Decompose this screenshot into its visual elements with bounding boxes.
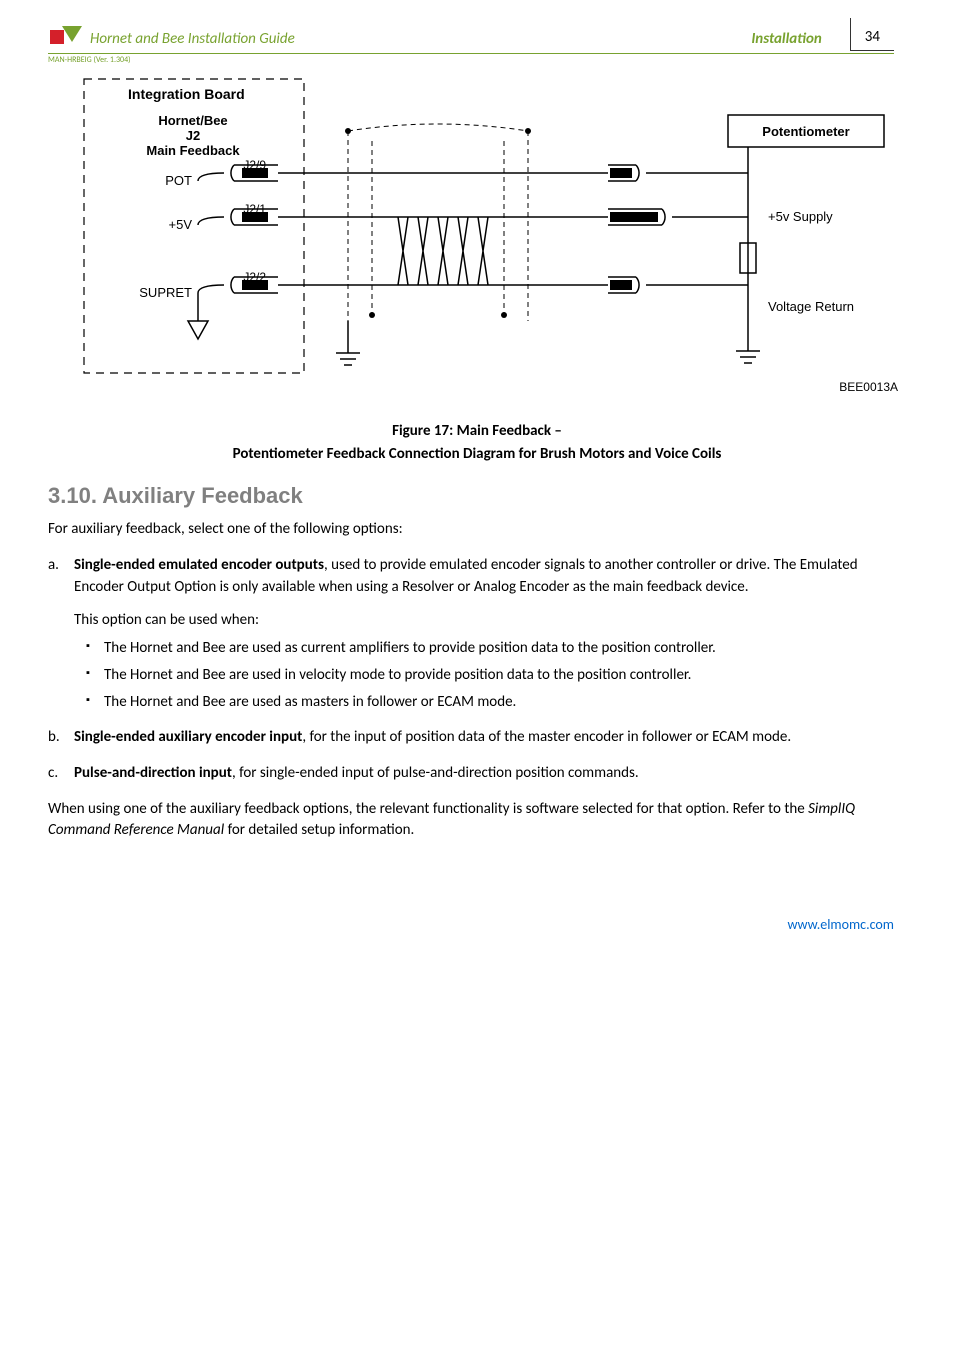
bullet-a-2: The Hornet and Bee are used as masters i… [74,692,894,713]
closing-pre: When using one of the auxiliary feedback… [48,800,808,818]
page-number: 34 [850,18,894,51]
pin-row-2: J2/2 SUPRET [139,270,278,300]
hornet-line-2: Main Feedback [146,143,240,158]
figure-caption: Figure 17: Main Feedback – Potentiometer… [0,420,954,465]
pin-row-1: J2/1 +5V [169,202,279,232]
manual-version: MAN-HRBEIG (Ver. 1.304) [48,55,954,65]
supply-label: +5v Supply [768,209,833,224]
rest-c: , for single-ended input of pulse-and-di… [232,764,639,782]
option-c: c. Pulse-and-direction input, for single… [48,763,894,785]
bullets-a: The Hornet and Bee are used as current a… [74,638,894,713]
bullet-a-0: The Hornet and Bee are used as current a… [74,638,894,659]
vret-label: Voltage Return [768,299,854,314]
diagram-ref: BEE0013A [839,380,898,394]
footer-link[interactable]: www.elmomc.com [787,916,894,933]
bold-a: Single-ended emulated encoder outputs [74,556,324,574]
left-label-2: SUPRET [139,285,192,300]
option-list: a. Single-ended emulated encoder outputs… [48,555,894,785]
marker-a: a. [48,555,59,577]
option-a: a. Single-ended emulated encoder outputs… [48,555,894,713]
footer: www.elmomc.com [0,856,954,963]
twisted-pair [398,217,488,285]
fig-cap-1: Figure 17: Main Feedback – [392,422,562,440]
integration-label: Integration Board [128,86,245,102]
left-label-1: +5V [169,217,193,232]
section-heading: 3.10. Auxiliary Feedback [48,483,906,509]
header-rule [48,53,894,54]
fig-cap-2: Potentiometer Feedback Connection Diagra… [233,445,722,463]
hornet-line-0: Hornet/Bee [158,113,227,128]
hornet-line-1: J2 [186,128,200,143]
closing-post: for detailed setup information. [224,821,414,839]
wiring-diagram: Integration Board Hornet/Bee J2 Main Fee… [48,71,906,416]
cable-shield [336,124,531,365]
logo [48,20,84,50]
bold-b: Single-ended auxiliary encoder input [74,728,302,746]
marker-c: c. [48,763,58,785]
pot-label: Potentiometer [762,124,849,139]
closing-text: When using one of the auxiliary feedback… [48,799,894,843]
section-label: Installation [751,30,821,48]
bullet-a-1: The Hornet and Bee are used in velocity … [74,665,894,686]
sub-p-a: This option can be used when: [74,610,894,632]
doc-title: Hornet and Bee Installation Guide [90,30,295,48]
rest-b: , for the input of position data of the … [302,728,791,746]
option-b: b. Single-ended auxiliary encoder input,… [48,727,894,749]
bold-c: Pulse-and-direction input [74,764,232,782]
left-label-0: POT [165,173,192,188]
page-header: Hornet and Bee Installation Guide Instal… [0,0,954,53]
pin-row-0: J2/9 POT [165,158,278,188]
intro-text: For auxiliary feedback, select one of th… [48,519,894,541]
marker-b: b. [48,727,60,749]
